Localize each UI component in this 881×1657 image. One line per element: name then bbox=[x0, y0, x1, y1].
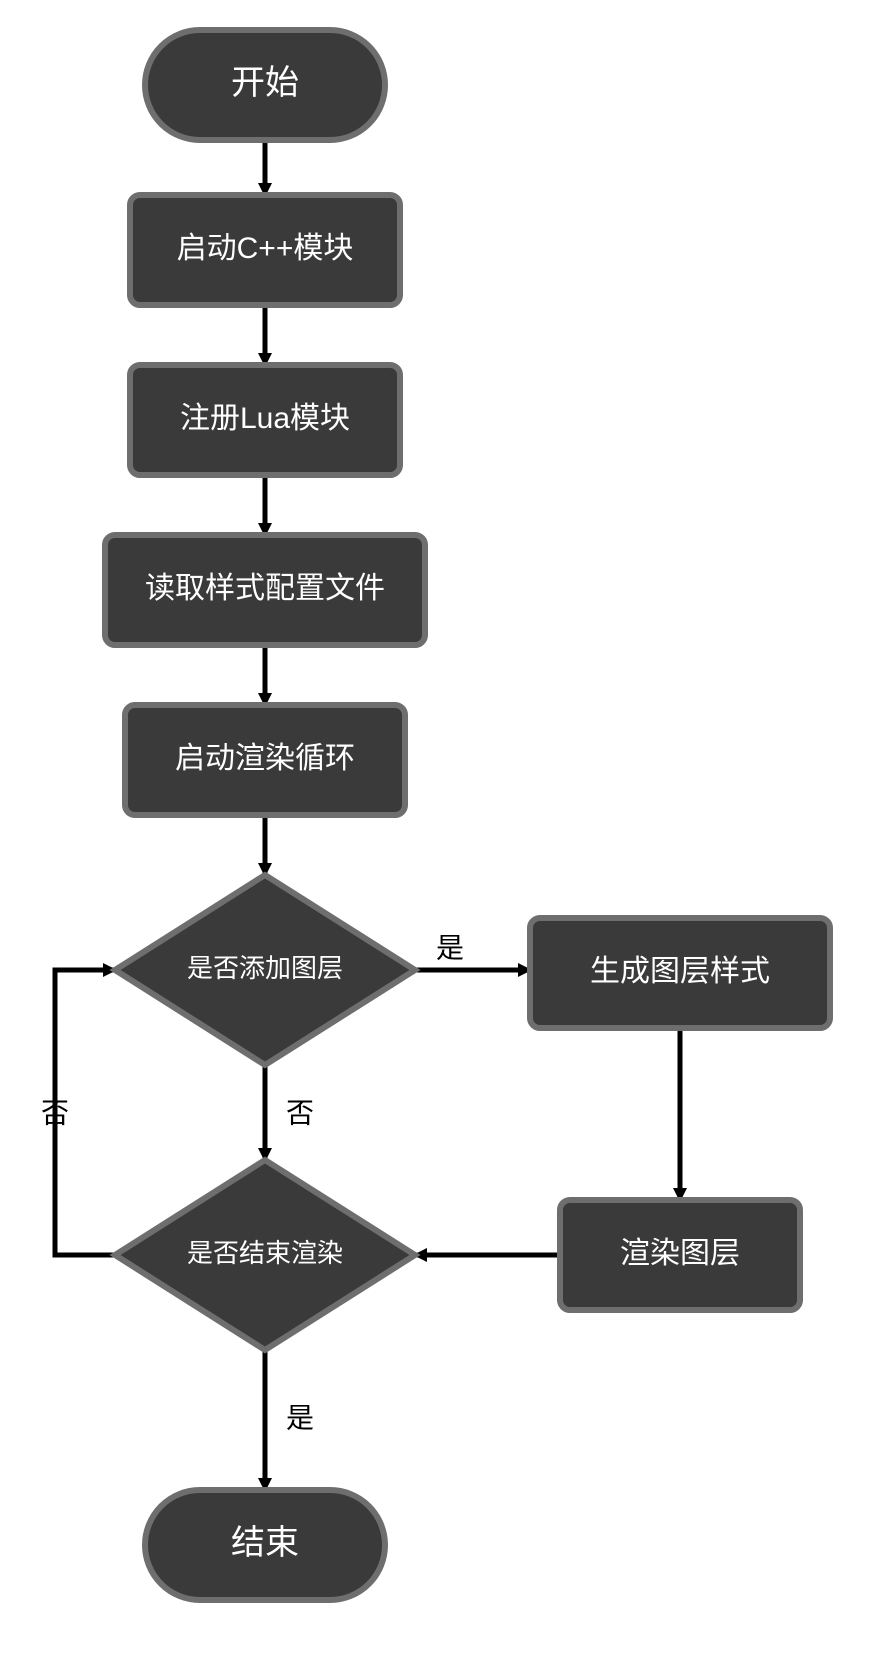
edge-label-addlayer-endq: 否 bbox=[286, 1097, 314, 1128]
node-label-endq: 是否结束渲染 bbox=[187, 1238, 343, 1268]
node-label-loop: 启动渲染循环 bbox=[175, 742, 355, 775]
node-label-genstyle: 生成图层样式 bbox=[590, 955, 770, 988]
edge-label-endq-end: 是 bbox=[286, 1402, 314, 1433]
node-genstyle: 生成图层样式 bbox=[530, 918, 830, 1028]
node-loop: 启动渲染循环 bbox=[125, 705, 405, 815]
node-label-start: 开始 bbox=[231, 64, 299, 102]
flowchart-canvas: 是否否是开始启动C++模块注册Lua模块读取样式配置文件启动渲染循环是否添加图层… bbox=[0, 0, 881, 1657]
node-render: 渲染图层 bbox=[560, 1200, 800, 1310]
edge-label-endq-addlayer: 否 bbox=[41, 1097, 69, 1128]
edge-label-addlayer-genstyle: 是 bbox=[436, 932, 464, 963]
node-label-lua: 注册Lua模块 bbox=[180, 402, 350, 435]
node-cpp: 启动C++模块 bbox=[130, 195, 400, 305]
node-start: 开始 bbox=[145, 30, 385, 140]
node-label-end: 结束 bbox=[231, 1524, 299, 1562]
node-label-cpp: 启动C++模块 bbox=[177, 232, 354, 265]
node-lua: 注册Lua模块 bbox=[130, 365, 400, 475]
node-readcfg: 读取样式配置文件 bbox=[105, 535, 425, 645]
node-endq: 是否结束渲染 bbox=[115, 1160, 415, 1350]
node-label-readcfg: 读取样式配置文件 bbox=[145, 572, 385, 605]
node-end: 结束 bbox=[145, 1490, 385, 1600]
nodes: 开始启动C++模块注册Lua模块读取样式配置文件启动渲染循环是否添加图层 生成图层… bbox=[105, 30, 830, 1600]
node-label-addlayer: 是否添加图层 bbox=[187, 953, 343, 983]
node-label-render: 渲染图层 bbox=[620, 1237, 740, 1270]
node-addlayer: 是否添加图层 bbox=[115, 875, 415, 1065]
